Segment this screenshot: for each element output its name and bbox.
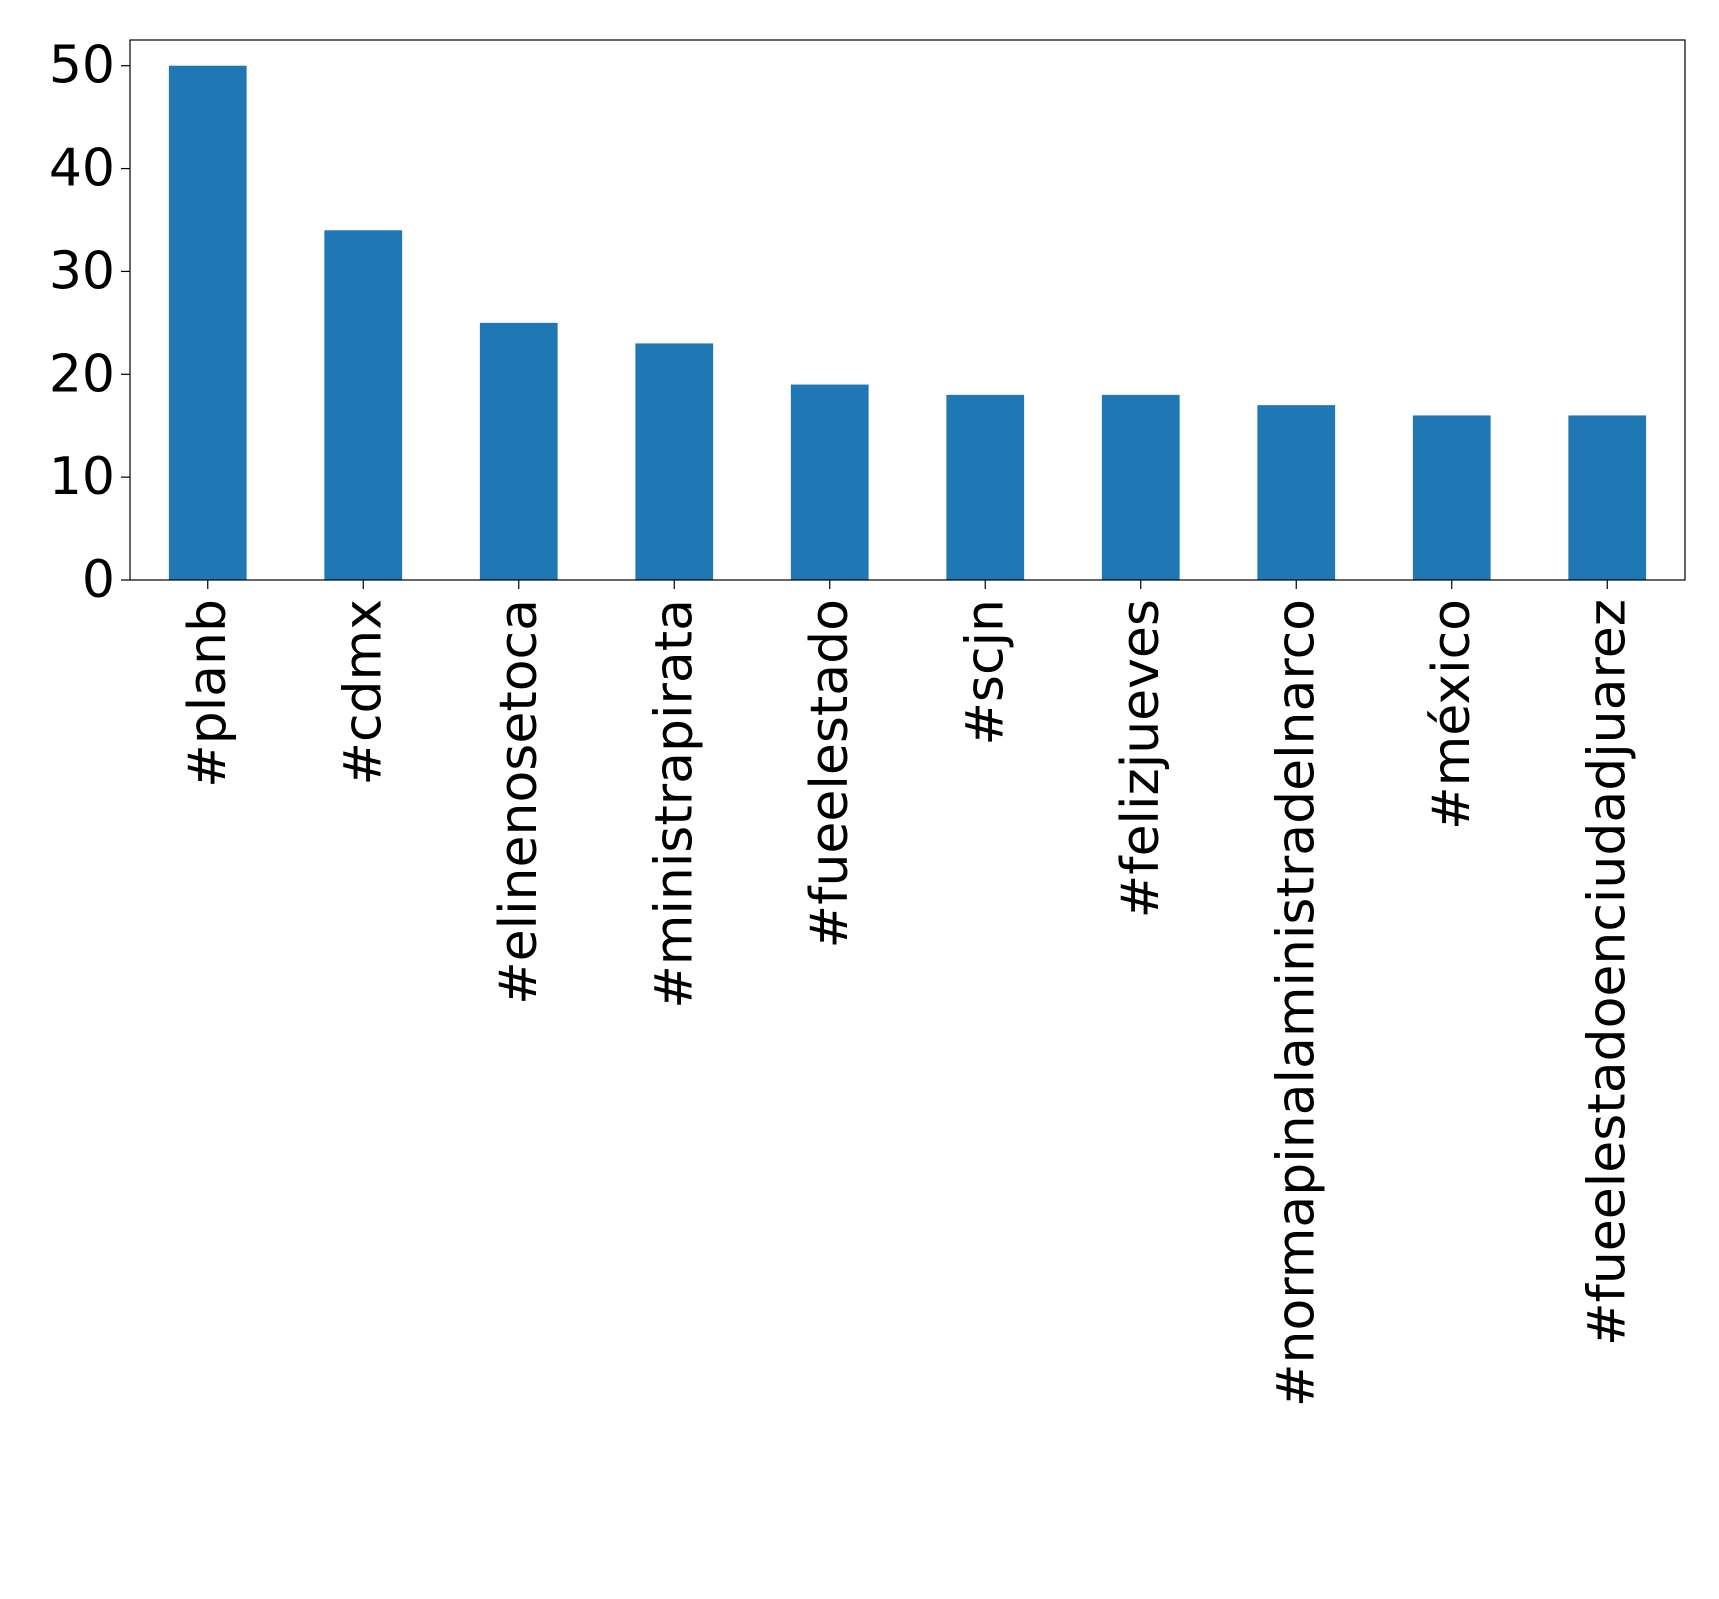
bar-8 [1412,415,1491,580]
bars-group [168,65,1647,581]
bar-7 [1257,405,1336,580]
bar-3 [635,343,714,580]
x-tick-label-4: #fueelestado [800,599,860,948]
plot-frame [129,39,1686,581]
bar-0 [168,65,247,580]
bar-2 [479,322,558,580]
y-tick-label-1: 10 [49,447,115,507]
x-tick-label-7: #normapinalaministradelnarco [1266,599,1326,1407]
x-tick-label-0: #planb [178,599,238,788]
x-tick-label-3: #ministrapirata [644,599,704,1009]
x-axis: #planb #cdmx #elinenosetoca #ministrapirata… [178,580,1637,1407]
y-tick-label-5: 50 [49,36,115,96]
y-tick-label-3: 30 [49,241,115,301]
x-tick-label-1: #cdmx [333,599,393,786]
x-tick-label-9: #fueelestadoenciudadjuarez [1577,599,1637,1346]
bar-6 [1101,394,1180,580]
x-tick-label-5: #scjn [955,599,1015,746]
x-tick-label-8: #méxico [1422,599,1482,830]
x-tick-label-6: #felizjueves [1111,599,1171,918]
bar-9 [1568,415,1647,580]
y-tick-label-0: 0 [82,550,115,610]
y-axis: 0 10 20 30 40 50 [49,36,130,610]
bar-1 [324,230,403,581]
y-tick-label-2: 20 [49,344,115,404]
y-tick-label-4: 40 [49,139,115,199]
bar-4 [790,384,869,580]
x-tick-label-2: #elinenosetoca [489,599,549,1005]
bar-5 [946,394,1025,580]
